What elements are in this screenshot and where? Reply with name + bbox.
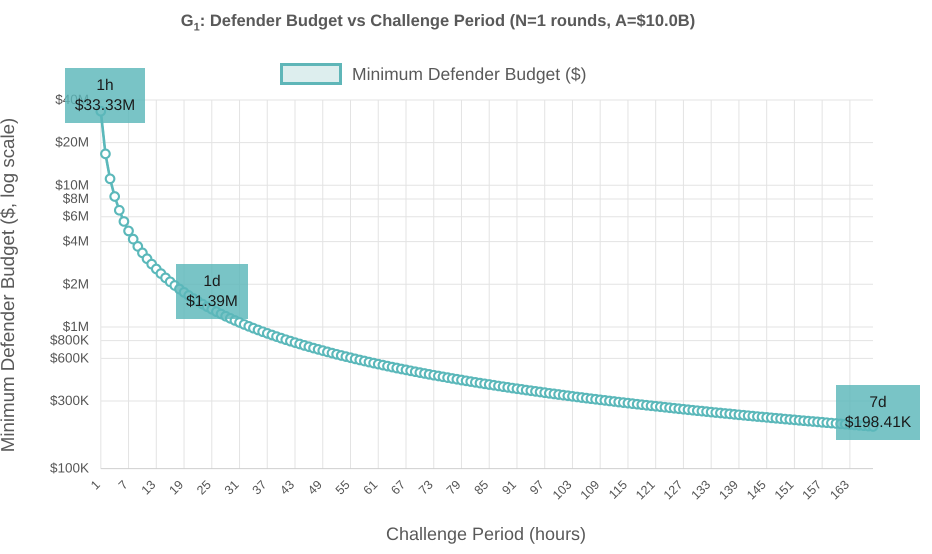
svg-text:151: 151 — [772, 478, 797, 503]
svg-text:25: 25 — [194, 478, 214, 498]
svg-text:157: 157 — [800, 478, 825, 503]
svg-text:103: 103 — [550, 478, 575, 503]
svg-text:7: 7 — [116, 478, 131, 493]
svg-text:145: 145 — [744, 478, 769, 503]
svg-text:73: 73 — [416, 478, 436, 498]
svg-text:19: 19 — [166, 478, 186, 498]
svg-text:121: 121 — [633, 478, 658, 503]
svg-text:$600K: $600K — [50, 350, 89, 365]
svg-text:139: 139 — [716, 478, 741, 503]
svg-text:163: 163 — [827, 478, 852, 503]
svg-text:79: 79 — [444, 478, 464, 498]
svg-text:13: 13 — [139, 478, 159, 498]
svg-text:43: 43 — [277, 478, 297, 498]
svg-text:$100K: $100K — [50, 461, 89, 476]
svg-text:$2M: $2M — [63, 276, 89, 291]
svg-text:133: 133 — [689, 478, 714, 503]
svg-text:1: 1 — [88, 478, 103, 493]
svg-text:91: 91 — [499, 478, 519, 498]
svg-text:109: 109 — [578, 478, 603, 503]
svg-text:67: 67 — [388, 478, 408, 498]
svg-text:$8M: $8M — [63, 191, 89, 206]
svg-text:$300K: $300K — [50, 393, 89, 408]
svg-text:31: 31 — [222, 478, 242, 498]
svg-text:115: 115 — [606, 478, 630, 502]
svg-text:49: 49 — [305, 478, 325, 498]
svg-text:55: 55 — [333, 478, 353, 498]
svg-text:$20M: $20M — [55, 135, 89, 150]
svg-text:$6M: $6M — [63, 209, 89, 224]
svg-text:61: 61 — [361, 478, 381, 498]
svg-text:127: 127 — [661, 478, 686, 503]
svg-text:85: 85 — [472, 478, 492, 498]
svg-text:$4M: $4M — [63, 234, 89, 249]
svg-text:$800K: $800K — [50, 333, 89, 348]
svg-text:37: 37 — [250, 478, 270, 498]
svg-text:97: 97 — [527, 478, 547, 498]
